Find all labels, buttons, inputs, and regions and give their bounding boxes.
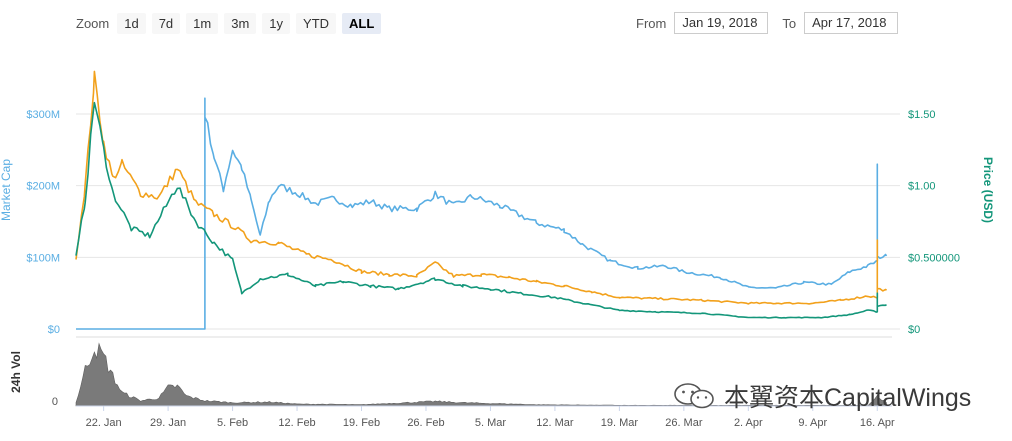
volume-area (75, 342, 887, 407)
x-tick-label: 29. Jan (150, 417, 186, 429)
x-tick-label: 19. Mar (601, 417, 639, 429)
market-cap-line (76, 97, 888, 330)
watermark: 本翼资本CapitalWings (672, 378, 971, 414)
x-tick-label: 26. Mar (665, 417, 703, 429)
from-label: From (636, 15, 667, 31)
zoom-all-button[interactable]: ALL (342, 12, 382, 34)
x-tick-label: 12. Mar (536, 417, 574, 429)
date-range: From Jan 19, 2018 To Apr 17, 2018 (636, 12, 899, 34)
x-tick-label: 2. Apr (734, 417, 763, 429)
zoom-ytd-button[interactable]: YTD (296, 12, 337, 34)
y-right-tick-label: $1.00 (908, 181, 936, 193)
y-left-tick-label: $300M (26, 109, 60, 121)
to-label: To (782, 15, 797, 31)
zoom-1m-button[interactable]: 1m (186, 12, 219, 34)
zoom-3m-button[interactable]: 3m (224, 12, 257, 34)
series-layer (75, 70, 888, 407)
y-left-tick-label: $200M (26, 181, 60, 193)
zoom-1y-button[interactable]: 1y (262, 12, 291, 34)
y-axis-right-label: Price (USD) (981, 157, 995, 223)
x-tick-label: 9. Apr (798, 417, 827, 429)
zoom-bar: Zoom 1d 7d 1m 3m 1y YTD ALL (76, 12, 382, 34)
grid-lines (76, 113, 900, 330)
zoom-label: Zoom (76, 15, 110, 31)
y-left-tick-label: $0 (48, 324, 60, 336)
from-date-input[interactable]: Jan 19, 2018 (674, 12, 769, 34)
zoom-7d-button[interactable]: 7d (151, 12, 181, 34)
volume-axis-label: 24h Vol (9, 351, 23, 393)
y-left-tick-label: $100M (26, 252, 60, 264)
to-date-input[interactable]: Apr 17, 2018 (804, 12, 899, 34)
wechat-icon (674, 383, 714, 409)
x-tick-label: 19. Feb (343, 417, 380, 429)
y-axis-right-ticks: $0 $0.500000 $1.00 $1.50 (908, 109, 960, 336)
x-axis-ticks: 22. Jan 29. Jan 5. Feb 12. Feb 19. Feb 26. Fe… (86, 406, 895, 429)
y-right-tick-label: $0.500000 (908, 252, 960, 264)
zoom-1d-button[interactable]: 1d (117, 12, 146, 34)
price-btc-line (75, 101, 887, 319)
volume-zero-tick: 0 (52, 396, 58, 408)
y-right-tick-label: $0 (908, 324, 920, 336)
y-axis-left-label: Market Cap (0, 159, 13, 221)
x-tick-label: 5. Mar (475, 417, 507, 429)
x-tick-label: 26. Feb (407, 417, 444, 429)
y-axis-left-ticks: $0 $100M $200M $300M (26, 109, 60, 336)
x-tick-label: 22. Jan (86, 417, 122, 429)
price-usd-line (75, 70, 888, 305)
x-tick-label: 12. Feb (278, 417, 315, 429)
watermark-text: 本翼资本CapitalWings (724, 384, 972, 412)
y-right-tick-label: $1.50 (908, 109, 936, 121)
x-tick-label: 5. Feb (217, 417, 248, 429)
x-tick-label: 16. Apr (860, 417, 895, 429)
